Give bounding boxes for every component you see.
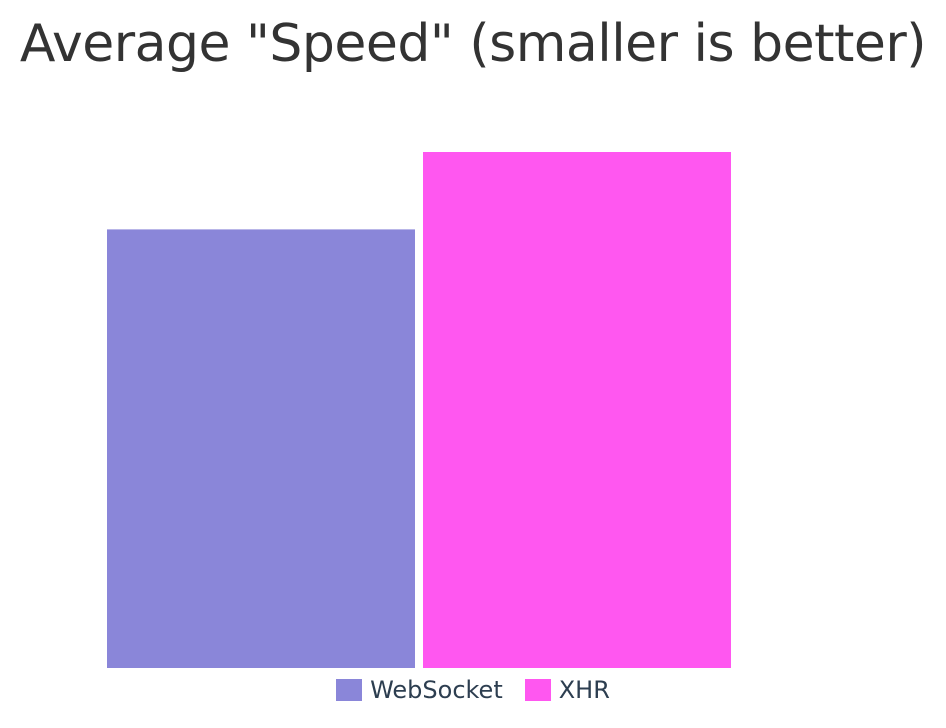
legend-entry-xhr[interactable]: XHR bbox=[524, 676, 610, 704]
chart-title: Average "Speed" (smaller is better) bbox=[19, 14, 927, 74]
bars-group bbox=[107, 152, 731, 668]
bar-websocket bbox=[107, 229, 415, 668]
legend-label: WebSocket bbox=[370, 676, 503, 704]
legend-label: XHR bbox=[558, 676, 610, 704]
legend: WebSocket XHR bbox=[0, 676, 946, 704]
legend-swatch bbox=[524, 679, 551, 701]
legend-swatch bbox=[336, 679, 363, 701]
legend-entry-websocket[interactable]: WebSocket bbox=[336, 676, 503, 704]
bar-xhr bbox=[423, 152, 731, 668]
